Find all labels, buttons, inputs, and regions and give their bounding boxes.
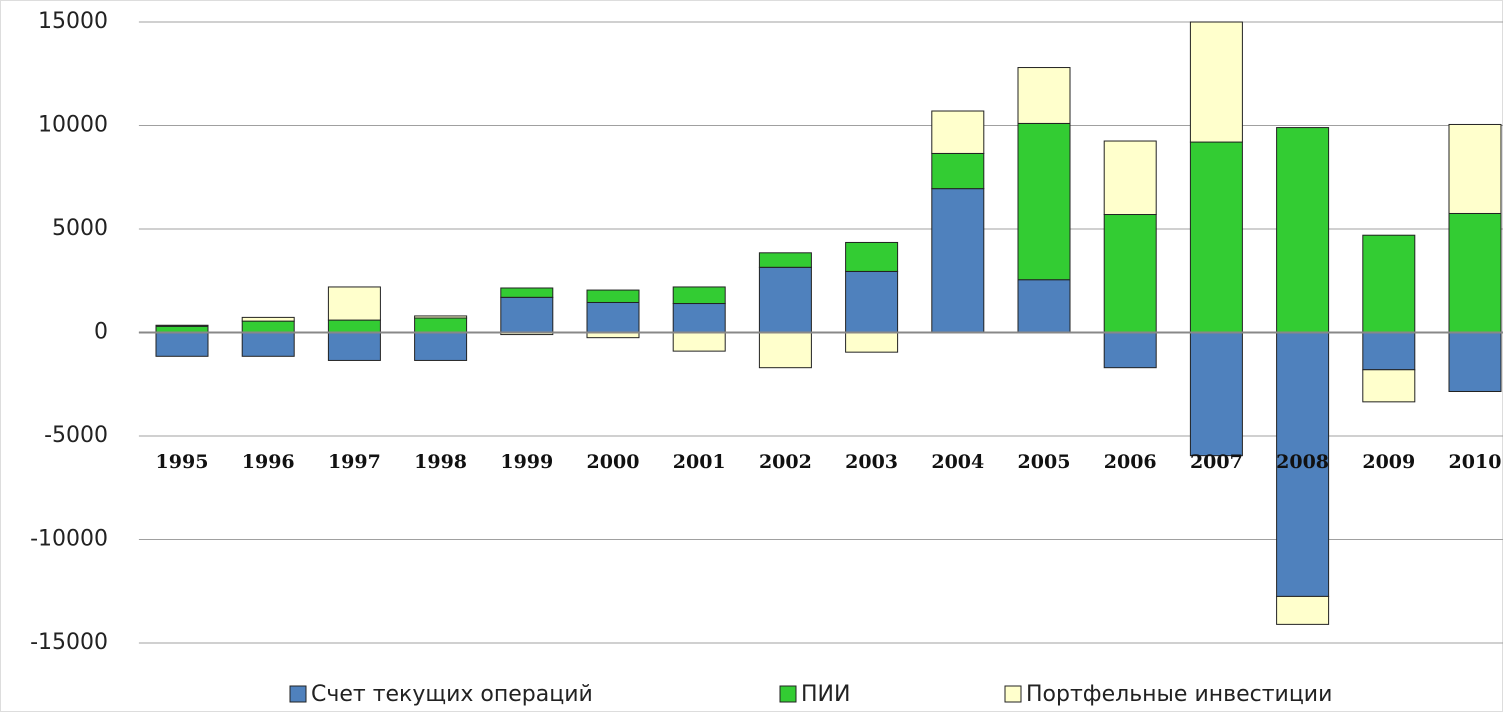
legend-label: Портфельные инвестиции (1026, 682, 1332, 707)
bar-segment (586, 301, 640, 333)
y-tick-label: 0 (94, 320, 108, 345)
bar-segment (241, 332, 295, 357)
bar-segment (327, 286, 381, 321)
bar-segment (1362, 234, 1416, 334)
y-tick-label: 5000 (52, 216, 108, 241)
legend-swatch (1004, 685, 1022, 703)
bar-segment (845, 241, 899, 272)
y-tick-label: -10000 (30, 527, 108, 552)
x-tick-label: 2000 (587, 451, 640, 473)
bar-segment (155, 324, 209, 327)
y-tick-label: -5000 (44, 423, 108, 448)
bar-segment (241, 320, 295, 333)
bar-segment (1448, 123, 1502, 214)
y-tick-label: 15000 (38, 9, 108, 34)
legend-swatch (289, 685, 307, 703)
y-tick-label: 10000 (38, 113, 108, 138)
bar-segment (1103, 332, 1157, 369)
bar-segment (931, 152, 985, 190)
x-tick-label: 2005 (1018, 451, 1071, 473)
x-tick-label: 2008 (1276, 451, 1329, 473)
bar-segment (1103, 214, 1157, 333)
bar-segment (414, 315, 468, 319)
x-tick-label: 2009 (1362, 451, 1415, 473)
x-tick-label: 2007 (1190, 451, 1243, 473)
legend-label: Счет текущих операций (311, 682, 593, 707)
bar-segment (155, 332, 209, 357)
legend-swatch (779, 685, 797, 703)
bar-segment (1448, 332, 1502, 392)
bar-segment (414, 317, 468, 334)
x-tick-label: 1998 (414, 451, 467, 473)
x-tick-label: 2004 (931, 451, 984, 473)
bar-segment (758, 266, 812, 334)
x-tick-label: 1997 (328, 451, 381, 473)
x-tick-label: 2006 (1104, 451, 1157, 473)
bar-segment (845, 270, 899, 333)
bar-segment (845, 332, 899, 353)
x-tick-label: 2003 (845, 451, 898, 473)
bar-segment (672, 286, 726, 305)
bar-segment (1189, 332, 1243, 457)
bar-segment (672, 303, 726, 333)
x-tick-label: 2002 (759, 451, 812, 473)
x-tick-label: 1999 (500, 451, 553, 473)
bar-segment (931, 110, 985, 154)
bar-segment (414, 332, 468, 361)
y-tick-label: -15000 (30, 630, 108, 655)
bar-segment (241, 316, 295, 322)
bar-segment (500, 287, 554, 298)
bar-segment (758, 252, 812, 268)
bar-segment (672, 332, 726, 352)
bar-segment (758, 332, 812, 369)
bar-segment (931, 188, 985, 333)
x-tick-label: 2010 (1449, 451, 1502, 473)
bar-segment (500, 296, 554, 333)
bar-segment (1103, 140, 1157, 216)
bar-segment (1189, 141, 1243, 333)
bar-segment (1017, 67, 1071, 124)
bar-segment (1189, 21, 1243, 143)
x-tick-label: 1995 (156, 451, 209, 473)
x-tick-label: 1996 (242, 451, 295, 473)
bar-segment (1276, 127, 1330, 333)
bar-segment (327, 319, 381, 333)
bar-segment (327, 332, 381, 361)
x-tick-label: 2001 (673, 451, 726, 473)
bar-segment (1362, 332, 1416, 371)
bar-segment (1017, 279, 1071, 333)
bar-segment (586, 289, 640, 303)
bar-segment (1276, 332, 1330, 597)
bar-segment (1276, 595, 1330, 625)
legend-label: ПИИ (801, 682, 850, 707)
bar-segment (1448, 212, 1502, 334)
bar-segment (1017, 122, 1071, 281)
bar-segment (1362, 369, 1416, 403)
